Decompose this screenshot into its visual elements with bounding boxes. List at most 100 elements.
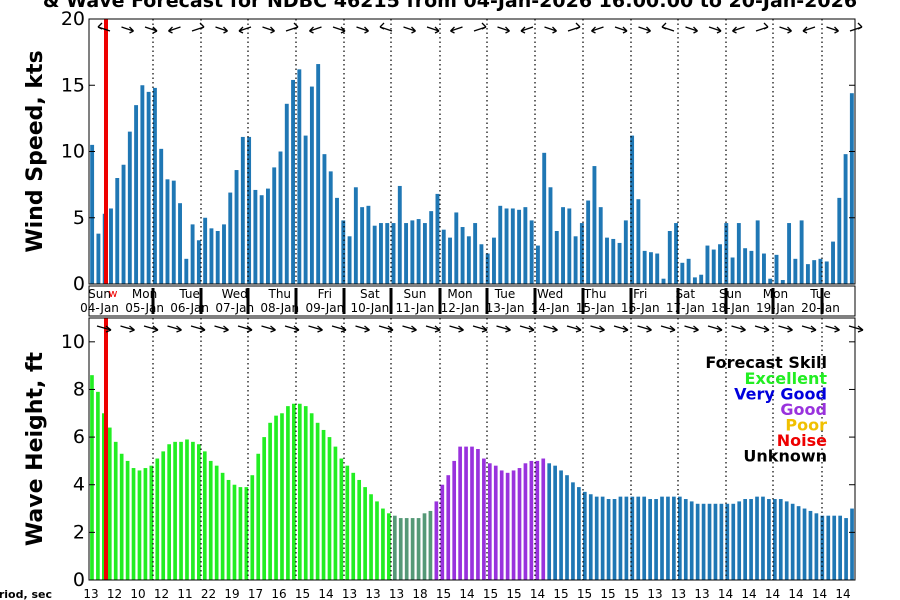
wave-bar [292, 403, 296, 580]
y-tick-label: 20 [61, 8, 85, 30]
day-name-label: Fri [318, 287, 332, 301]
direction-arrow-icon [285, 22, 299, 32]
period-value: 19 [224, 587, 239, 600]
wave-bar [606, 499, 611, 580]
direction-arrow-icon [801, 325, 817, 333]
wave-bar [404, 518, 409, 580]
direction-arrow-icon [520, 26, 534, 34]
period-value: 10 [130, 587, 145, 600]
wave-bar [778, 499, 783, 580]
wind-bar [109, 208, 113, 284]
wind-bar [517, 209, 522, 284]
wind-bar [762, 253, 766, 284]
wave-bar [208, 460, 213, 580]
wave-bar [363, 487, 367, 580]
direction-arrow-icon [519, 325, 535, 333]
day-date-label: 10-Jan [350, 301, 389, 315]
direction-arrow-icon [566, 325, 582, 333]
wind-bar [498, 205, 503, 284]
wind-bar [586, 200, 591, 284]
wave-bar [410, 518, 415, 580]
direction-arrow-icon [472, 325, 488, 333]
wind-bar [96, 233, 101, 284]
wind-bar [592, 166, 597, 284]
wave-bar [226, 479, 231, 580]
wave-bar [582, 491, 587, 580]
direction-arrow-icon [425, 325, 441, 333]
wind-bar [272, 167, 277, 284]
wind-bar [542, 152, 547, 284]
wind-bar [184, 258, 189, 284]
wind-bar [372, 225, 377, 284]
wave-bar [517, 468, 522, 580]
day-date-label: 07-Jan [215, 301, 254, 315]
wind-bar [215, 231, 220, 284]
wave-bar [220, 472, 225, 580]
wave-bar [149, 465, 154, 580]
direction-arrow-icon [614, 26, 628, 34]
wind-bar [291, 79, 295, 284]
wind-bar [504, 208, 509, 284]
day-date-label: 12-Jan [441, 301, 480, 315]
period-value: 15 [600, 587, 615, 600]
wave-bar [511, 470, 516, 580]
wave-bar [701, 503, 706, 580]
wave-bar [327, 437, 332, 580]
direction-arrow-icon [449, 325, 464, 333]
wave-bar [470, 446, 474, 580]
wave-bar [832, 515, 837, 580]
direction-arrow-icon [778, 325, 793, 333]
direction-arrow-icon [190, 325, 206, 333]
wind-bar [454, 212, 459, 284]
wave-y-axis-label: Wave Height, ft [23, 351, 48, 546]
direction-arrow-icon [121, 26, 134, 34]
wind-bar [824, 261, 829, 284]
wave-bar [731, 503, 736, 580]
direction-arrow-icon [849, 22, 863, 32]
wave-bar [321, 429, 326, 580]
direction-arrow-icon [237, 325, 253, 333]
period-value: 14 [718, 587, 733, 600]
wave-bar [102, 413, 106, 580]
wave-bar [96, 391, 100, 580]
wind-bar [718, 244, 722, 284]
wind-bar [360, 207, 365, 284]
wave-bar [422, 513, 427, 580]
wave-bar [398, 518, 403, 580]
day-date-label: 08-Jan [260, 301, 299, 315]
direction-arrow-icon [450, 26, 463, 34]
period-value: 14 [459, 587, 474, 600]
wave-bar [256, 453, 261, 580]
wave-bar [648, 499, 652, 580]
y-tick-label: 0 [73, 569, 85, 591]
legend-entry: Noise [777, 431, 827, 450]
direction-arrow-icon [96, 325, 112, 333]
day-name-label: Mon [132, 287, 157, 301]
direction-arrow-icon [379, 22, 393, 32]
wind-bar [121, 164, 126, 284]
wind-bar [341, 220, 346, 284]
y-tick-label: 5 [73, 207, 85, 229]
wind-bar [510, 208, 515, 284]
wave-bar [214, 465, 219, 580]
period-value: 14 [812, 587, 827, 600]
wind-bar [743, 248, 748, 284]
wave-bar [452, 460, 457, 580]
wind-bar [774, 254, 779, 284]
period-value: 13 [365, 587, 380, 600]
wave-bar [553, 465, 557, 580]
direction-arrow-icon [403, 26, 416, 34]
wave-bar [642, 496, 647, 580]
wind-bar [391, 223, 396, 284]
direction-arrow-icon [309, 26, 322, 34]
day-date-label: 13-Jan [486, 301, 525, 315]
wind-bar [328, 171, 333, 285]
period-value: 14 [835, 587, 850, 600]
wave-bar [155, 458, 160, 580]
wind-bar [171, 180, 176, 284]
wind-bar [561, 207, 565, 284]
wave-bar [458, 446, 462, 580]
direction-arrow-icon [331, 325, 347, 333]
